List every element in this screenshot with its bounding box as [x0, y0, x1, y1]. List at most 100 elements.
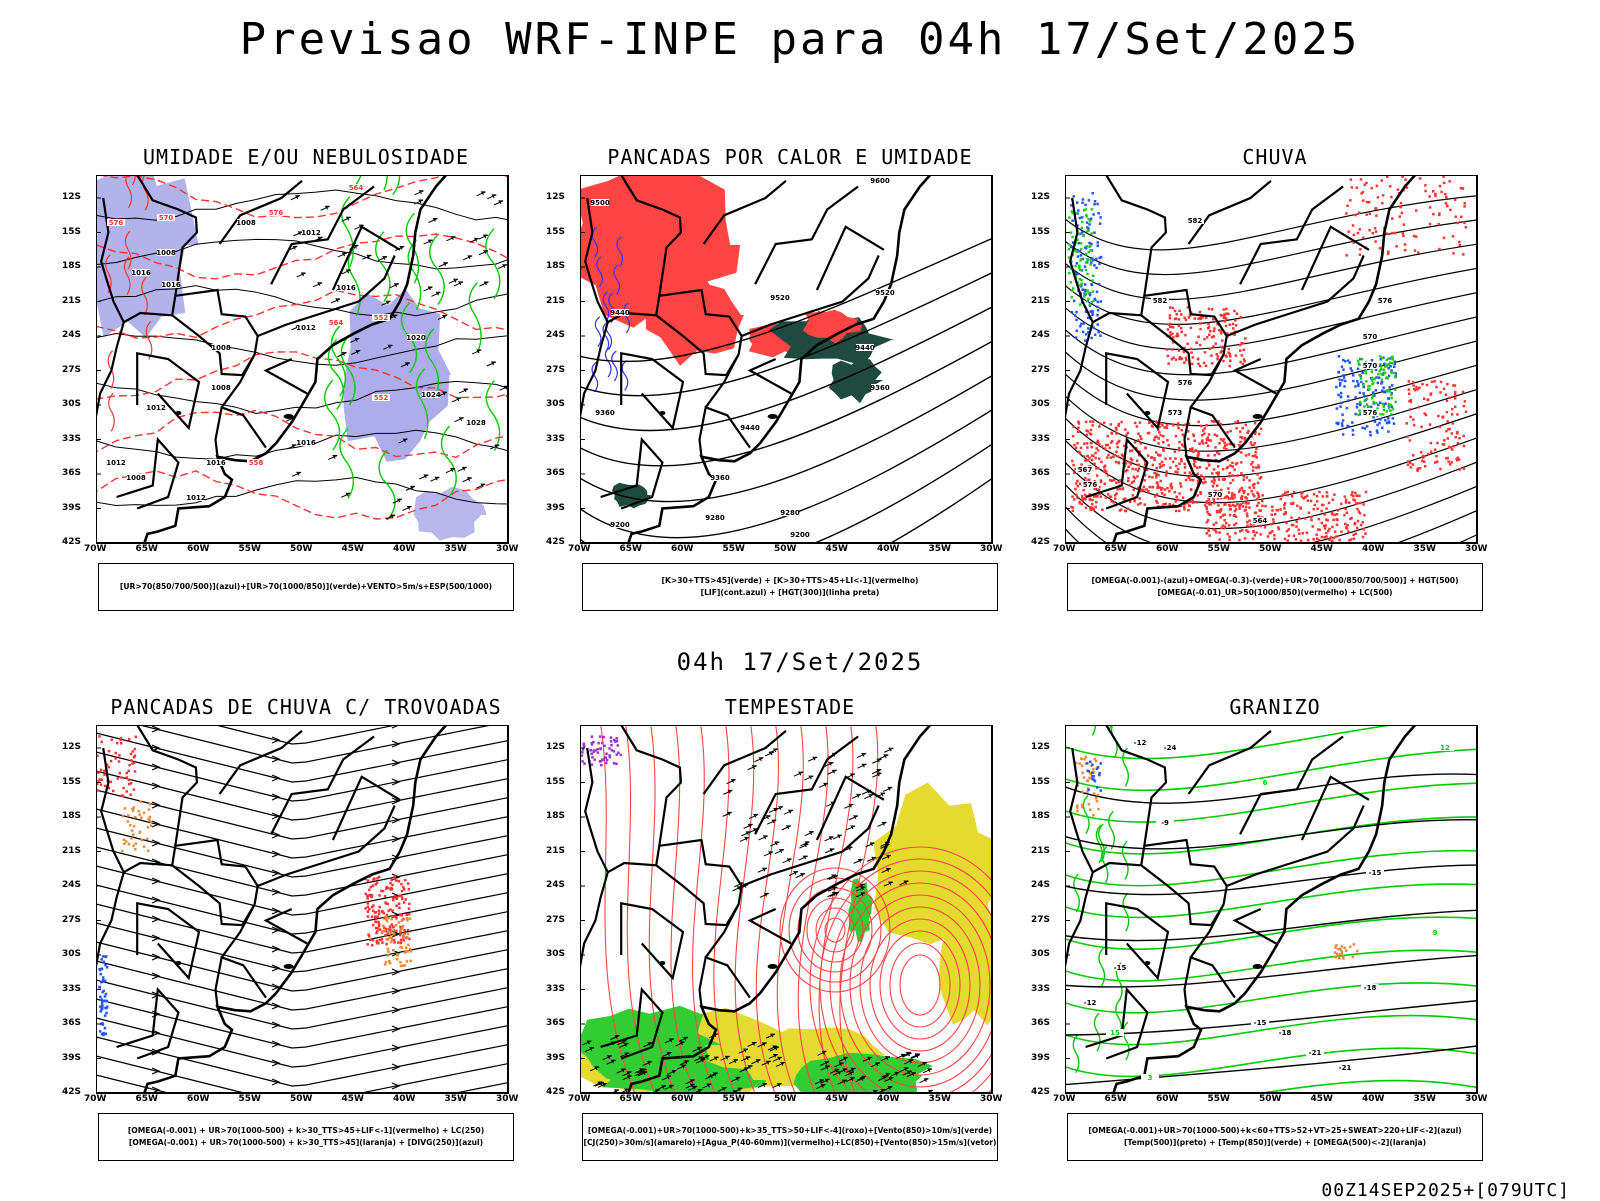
precip-pixel — [1419, 451, 1423, 454]
border-line — [1239, 185, 1344, 285]
wind-vector — [446, 236, 456, 242]
precip-pixel — [1087, 471, 1090, 475]
precip-pixel — [408, 947, 412, 951]
border-line — [96, 871, 125, 985]
legend-umidade: [UR>70(850/700/500)](azul)+[UR>70(1000/8… — [98, 563, 514, 611]
precip-pixel — [1095, 500, 1098, 504]
contour-label: 576 — [1083, 481, 1098, 489]
precip-pixel — [1361, 535, 1365, 539]
precip-pixel — [1387, 390, 1390, 393]
wind-vector — [705, 1074, 715, 1080]
precip-pixel — [1236, 503, 1239, 506]
precip-pixel — [615, 737, 619, 740]
precip-pixel — [1110, 431, 1113, 435]
wind-vector — [402, 505, 412, 511]
precip-pixel — [1079, 242, 1083, 245]
precip-pixel — [1072, 299, 1076, 303]
precip-pixel — [1347, 530, 1350, 533]
precip-pixel — [1249, 441, 1252, 444]
precip-pixel — [1072, 498, 1076, 501]
wind-vector — [788, 871, 799, 877]
precip-pixel — [1458, 240, 1461, 244]
precip-pixel — [1352, 494, 1355, 498]
precip-pixel — [1356, 367, 1360, 370]
streamline-arrow — [271, 1059, 281, 1067]
precip-pixel — [1424, 189, 1427, 193]
precip-pixel — [1353, 522, 1356, 526]
precip-pixel — [1227, 487, 1230, 490]
precip-pixel — [1358, 409, 1361, 412]
precip-pixel — [133, 747, 137, 751]
precip-pixel — [129, 782, 133, 785]
precip-pixel — [1248, 519, 1251, 522]
precip-pixel — [1367, 405, 1371, 408]
precip-pixel — [583, 762, 586, 765]
precip-pixel — [1251, 525, 1255, 528]
precip-pixel — [1212, 501, 1216, 505]
precip-pixel — [1071, 287, 1075, 290]
lon-tick-label: 40W — [1362, 544, 1385, 554]
precip-pixel — [1374, 368, 1378, 371]
precip-pixel — [122, 838, 126, 841]
precip-pixel — [1356, 359, 1360, 363]
precip-pixel — [1087, 327, 1090, 330]
contour-line — [424, 328, 440, 399]
precip-pixel — [1398, 215, 1401, 218]
lon-tick-label: 60W — [187, 544, 210, 554]
precip-pixel — [1083, 292, 1086, 295]
precip-pixel — [391, 915, 394, 918]
lake — [1252, 964, 1263, 969]
precip-pixel — [1220, 526, 1223, 530]
precip-pixel — [399, 946, 402, 949]
precip-pixel — [1176, 332, 1179, 335]
streamline-arrow — [391, 759, 401, 767]
precip-pixel — [1251, 460, 1254, 464]
precip-pixel — [1439, 391, 1442, 394]
precip-pixel — [1386, 175, 1389, 178]
precip-pixel — [1169, 482, 1173, 486]
precip-pixel — [1386, 363, 1390, 367]
precip-pixel — [1098, 443, 1101, 446]
precip-pixel — [1376, 423, 1379, 427]
precip-pixel — [1455, 432, 1459, 435]
precip-pixel — [1217, 471, 1220, 474]
precip-pixel — [1352, 241, 1355, 244]
precip-pixel — [1310, 518, 1313, 522]
precip-pixel — [1091, 192, 1094, 195]
precip-pixel — [1132, 488, 1135, 491]
precip-pixel — [1093, 333, 1097, 336]
border-line — [584, 747, 657, 874]
run-label: 00Z14SEP2025+[079UTC] — [1321, 1180, 1570, 1201]
precip-pixel — [1155, 493, 1159, 496]
precip-pixel — [1081, 198, 1085, 201]
precip-pixel — [1206, 510, 1209, 514]
precip-pixel — [1295, 525, 1298, 528]
contour-label: 1008 — [156, 249, 176, 257]
precip-pixel — [386, 902, 389, 906]
precip-pixel — [1228, 471, 1231, 475]
precip-pixel — [394, 924, 398, 927]
contour-label: 567 — [1078, 466, 1093, 474]
precip-pixel — [1156, 501, 1159, 505]
precip-pixel — [1359, 403, 1362, 407]
precip-pixel — [1205, 505, 1208, 509]
precip-pixel — [1358, 413, 1362, 416]
precip-pixel — [615, 740, 619, 743]
precip-pixel — [1374, 240, 1377, 243]
precip-pixel — [1459, 186, 1463, 190]
precip-pixel — [1086, 272, 1089, 276]
precip-pixel — [1083, 497, 1087, 501]
precip-pixel — [1187, 508, 1190, 512]
precip-pixel — [121, 794, 125, 798]
wind-vector — [740, 1056, 751, 1062]
precip-pixel — [1463, 202, 1466, 205]
precip-pixel — [1092, 814, 1095, 817]
precip-pixel — [1250, 443, 1254, 447]
precip-pixel — [1230, 494, 1234, 498]
precip-pixel — [1203, 337, 1206, 341]
precip-pixel — [98, 986, 101, 989]
wind-vector — [899, 880, 909, 886]
precip-pixel — [1099, 255, 1103, 259]
precip-pixel — [1356, 380, 1359, 383]
precip-pixel — [392, 938, 396, 942]
